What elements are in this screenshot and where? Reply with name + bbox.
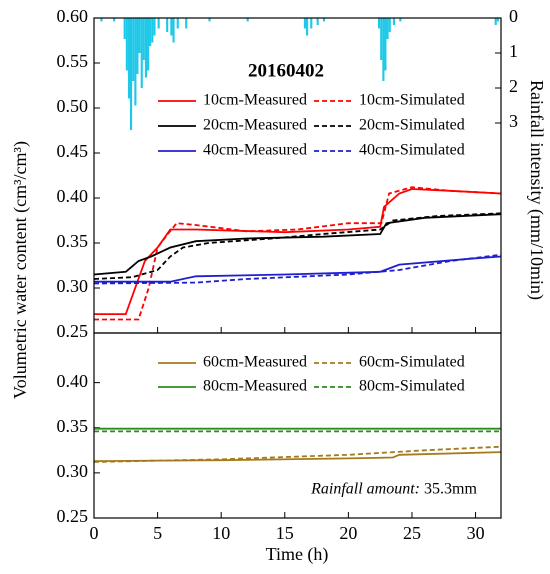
rain-bar <box>494 18 497 25</box>
plot-frame <box>93 332 502 519</box>
rain-bar <box>113 18 116 22</box>
y-tick-label: 0.25 <box>57 321 89 341</box>
rain-bar <box>142 18 145 60</box>
legend-label: 10cm-Measured <box>203 92 307 109</box>
line <box>93 212 502 280</box>
legend-label: 20cm-Measured <box>203 117 307 134</box>
x-tick-label: 10 <box>212 523 230 543</box>
rain-bar <box>151 18 154 43</box>
legend-label: 40cm-Measured <box>203 142 307 159</box>
rain-bar <box>310 18 313 29</box>
rain-bar <box>166 18 169 32</box>
x-tick-label: 30 <box>467 523 485 543</box>
rain-bar <box>136 18 139 74</box>
rain-bar <box>138 18 141 53</box>
legend-label: 60cm-Simulated <box>359 354 465 371</box>
rain-bar <box>399 18 402 22</box>
rain-bar <box>306 18 309 36</box>
y-tick-label: 0.60 <box>57 6 89 26</box>
rain-bar <box>170 18 173 36</box>
y-axis-label: Volumetric water content (cm³/cm³) <box>10 141 31 399</box>
y2-tick-label: 2 <box>509 76 518 96</box>
rain-bar <box>147 18 150 71</box>
rain-bar <box>129 18 133 130</box>
rain-bar <box>172 18 175 43</box>
rain-bar <box>378 18 381 29</box>
rain-bar <box>303 18 306 29</box>
line <box>93 213 502 276</box>
y-tick-label: 0.35 <box>57 416 89 436</box>
rain-bar <box>125 18 128 71</box>
line <box>94 186 502 321</box>
rain-bar <box>382 18 385 81</box>
line <box>94 188 502 315</box>
rain-bar <box>380 18 383 60</box>
y2-tick-label: 0 <box>509 6 518 26</box>
annotation-value: 35.3mm <box>424 481 477 498</box>
rain-bar <box>496 18 499 22</box>
rain-bar <box>384 18 387 71</box>
y-tick-label: 0.25 <box>57 506 89 526</box>
rain-bar <box>392 18 396 25</box>
annotation-label: Rainfall amount: <box>310 481 420 498</box>
rain-bar <box>246 18 249 22</box>
chart-title: 20160402 <box>248 60 324 81</box>
y-tick-label: 0.45 <box>57 141 89 161</box>
y-tick-label: 0.30 <box>57 276 89 296</box>
y2-tick-label: 3 <box>509 111 518 131</box>
y2-tick-label: 1 <box>509 41 518 61</box>
legend-label: 80cm-Measured <box>203 378 307 395</box>
rain-bar <box>208 18 211 22</box>
rain-bar <box>316 18 319 25</box>
y2-axis-label: Rainfall intensity (mm/10min) <box>526 80 547 300</box>
legend-label: 40cm-Simulated <box>359 142 465 159</box>
rain-bar <box>185 18 188 29</box>
y-tick-label: 0.40 <box>57 371 89 391</box>
x-tick-label: 20 <box>339 523 357 543</box>
y-tick-label: 0.50 <box>57 96 89 116</box>
rain-bar <box>388 18 391 32</box>
rain-bar <box>123 18 126 39</box>
y-tick-label: 0.40 <box>57 186 89 206</box>
rain-bar <box>140 18 143 88</box>
x-tick-label: 25 <box>403 523 421 543</box>
y-tick-label: 0.30 <box>57 461 89 481</box>
y-tick-label: 0.35 <box>57 231 89 251</box>
rain-bar <box>322 18 326 22</box>
rain-bar <box>157 18 160 29</box>
rain-bar <box>132 18 135 81</box>
rain-bar <box>144 18 147 78</box>
y-tick-label: 0.55 <box>57 51 89 71</box>
line <box>93 445 502 463</box>
x-tick-label: 0 <box>90 523 99 543</box>
rain-bar <box>176 18 179 29</box>
rain-bar <box>127 18 131 99</box>
legend-label: 60cm-Measured <box>203 354 307 371</box>
x-tick-label: 5 <box>153 523 162 543</box>
legend-label: 20cm-Simulated <box>359 117 465 134</box>
rain-bar <box>153 18 156 36</box>
legend-label: 10cm-Simulated <box>359 92 465 109</box>
rain-bar <box>386 18 389 39</box>
rain-bar <box>149 18 152 46</box>
rain-bar <box>100 18 103 22</box>
legend-label: 80cm-Simulated <box>359 378 465 395</box>
x-tick-label: 15 <box>276 523 294 543</box>
x-axis-label: Time (h) <box>266 544 329 565</box>
rain-bar <box>134 18 137 106</box>
